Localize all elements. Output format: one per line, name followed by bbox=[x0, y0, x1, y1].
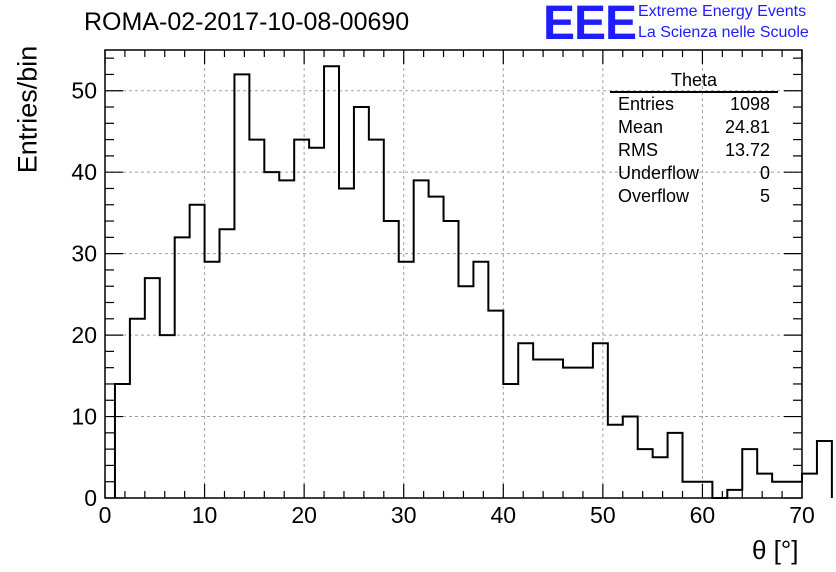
stats-label: RMS bbox=[618, 140, 658, 160]
stats-value: 1098 bbox=[729, 94, 770, 114]
stats-value: 13.72 bbox=[724, 140, 770, 160]
y-tick-label: 20 bbox=[71, 322, 97, 348]
run-title: ROMA-02-2017-10-08-00690 bbox=[84, 8, 410, 36]
stats-value: 24.81 bbox=[724, 117, 770, 137]
stats-row-mean: Mean 24.81 bbox=[610, 116, 778, 139]
x-tick-label: 0 bbox=[99, 502, 112, 528]
y-tick-label: 40 bbox=[71, 159, 97, 185]
x-tick-label: 50 bbox=[590, 502, 616, 528]
stats-label: Underflow bbox=[618, 163, 700, 183]
stats-box: Theta Entries 1098 Mean 24.81 RMS 13.72 … bbox=[610, 70, 778, 208]
x-tick-label: 40 bbox=[490, 502, 516, 528]
stats-value: 5 bbox=[759, 186, 770, 206]
y-axis-label: Entries/bin bbox=[12, 45, 43, 174]
x-axis-label: θ [°] bbox=[752, 535, 799, 565]
x-tick-label: 20 bbox=[291, 502, 317, 528]
x-tick-label: 70 bbox=[789, 502, 815, 528]
y-tick-label: 0 bbox=[84, 485, 97, 511]
logo-line-1: Extreme Energy Events bbox=[638, 3, 807, 20]
grid-lines bbox=[105, 50, 802, 498]
stats-label: Mean bbox=[618, 117, 664, 137]
stats-row-entries: Entries 1098 bbox=[610, 93, 778, 116]
stats-row-rms: RMS 13.72 bbox=[610, 139, 778, 162]
logo-caption: Extreme Energy Events La Scienza nelle S… bbox=[638, 1, 809, 43]
axis-ticks bbox=[104, 50, 803, 499]
y-tick-label: 50 bbox=[71, 78, 97, 104]
x-tick-label: 30 bbox=[391, 502, 417, 528]
stats-title: Theta bbox=[610, 70, 778, 93]
stats-label: Entries bbox=[618, 94, 675, 114]
x-tick-label: 10 bbox=[192, 502, 218, 528]
histogram-bars bbox=[113, 65, 833, 499]
logo-line-2: La Scienza nelle Scuole bbox=[638, 24, 809, 41]
stats-value: 0 bbox=[759, 163, 770, 183]
histogram-outline bbox=[113, 65, 833, 499]
stats-row-underflow: Underflow 0 bbox=[610, 162, 778, 185]
y-tick-label: 30 bbox=[71, 241, 97, 267]
x-tick-label: 60 bbox=[690, 502, 716, 528]
eee-logo: EEE bbox=[543, 0, 637, 50]
stats-label: Overflow bbox=[618, 186, 690, 206]
y-tick-label: 10 bbox=[71, 404, 97, 430]
stats-row-overflow: Overflow 5 bbox=[610, 185, 778, 208]
plot-frame bbox=[104, 49, 803, 499]
